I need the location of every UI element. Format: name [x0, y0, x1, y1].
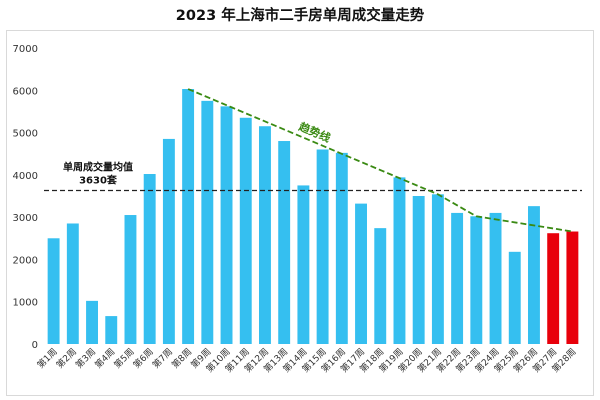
x-tick-label: 第6周: [131, 346, 156, 371]
chart-panel: [6, 30, 594, 396]
y-tick-label: 7000: [13, 44, 38, 55]
bar: [374, 228, 387, 344]
bar: [162, 138, 175, 344]
chart-title: 2023 年上海市二手房单周成交量走势: [175, 8, 425, 24]
bar: [278, 141, 291, 344]
bar: [566, 231, 579, 344]
bar: [143, 174, 156, 344]
bar: [412, 196, 425, 344]
x-tick-label: 第1周: [34, 346, 59, 371]
y-tick-label: 0: [32, 340, 38, 351]
bar: [547, 233, 560, 344]
trend-label: 趋势线: [297, 119, 333, 145]
bar: [508, 251, 521, 344]
bar: [528, 206, 540, 344]
x-tick-label: 第8周: [169, 346, 194, 371]
x-tick-label: 第2周: [54, 346, 79, 371]
bar: [105, 316, 118, 344]
bar: [201, 100, 214, 344]
bar: [182, 89, 195, 344]
bar: [470, 216, 483, 344]
trend-line: [187, 88, 573, 233]
bar: [47, 238, 60, 344]
y-tick-label: 6000: [13, 86, 38, 97]
y-axis: 0 1000 2000 3000 4000 5000 6000 7000: [13, 44, 38, 351]
bars: [47, 89, 579, 345]
bar: [431, 194, 444, 344]
x-tick-label: 第5周: [111, 346, 136, 371]
bar: [393, 177, 406, 344]
bar: [66, 223, 79, 344]
bar: [451, 212, 464, 344]
x-axis-labels: 第1周第2周第3周第4周第5周第6周第7周第8周第9周第10周第11周第12周第…: [34, 346, 578, 375]
bar: [259, 126, 271, 344]
average-label: 单周成交量均值: [63, 161, 133, 174]
y-tick-label: 2000: [13, 255, 38, 266]
bar: [124, 215, 137, 344]
x-tick-label: 第4周: [92, 346, 117, 371]
bar: [355, 203, 367, 344]
y-tick-label: 1000: [13, 298, 38, 309]
bar: [239, 117, 252, 345]
bar: [489, 212, 502, 344]
y-tick-label: 3000: [13, 213, 38, 224]
bar: [335, 152, 348, 344]
bar: [297, 185, 310, 344]
bar: [220, 106, 233, 345]
x-tick-label: 第3周: [73, 346, 98, 371]
y-tick-label: 5000: [13, 129, 38, 140]
x-tick-label: 第7周: [150, 346, 175, 371]
average-value-label: 3630套: [79, 174, 118, 187]
y-tick-label: 4000: [13, 171, 38, 182]
bar: [86, 300, 98, 344]
bar: [316, 149, 329, 344]
